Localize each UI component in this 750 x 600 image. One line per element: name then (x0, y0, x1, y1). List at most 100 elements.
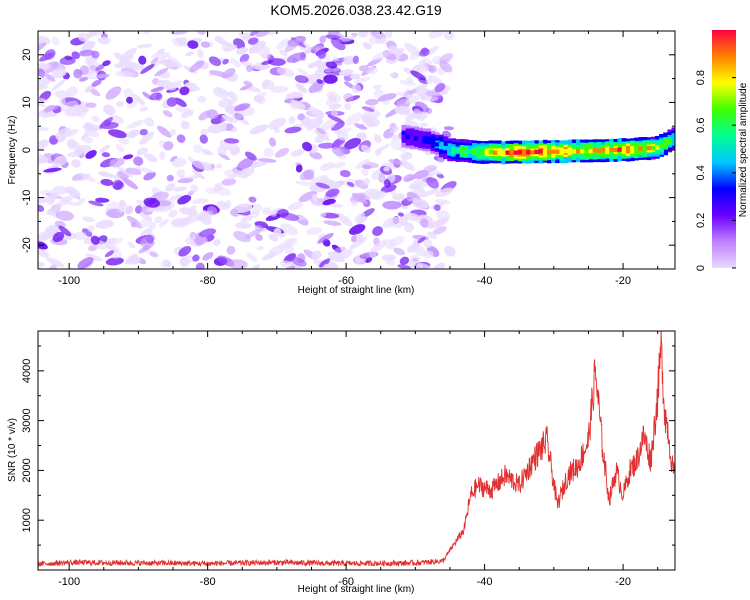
noise-blob (230, 208, 239, 217)
noise-blob (249, 124, 269, 135)
noise-blob (165, 183, 176, 192)
noise-blob (426, 78, 433, 85)
noise-blob (159, 218, 169, 228)
noise-blob (118, 138, 130, 145)
ridge-cell (546, 150, 552, 155)
noise-blob (177, 178, 194, 184)
noise-blob (371, 31, 387, 40)
noise-blob (434, 199, 451, 205)
noise-blob (284, 38, 301, 53)
noise-blob (54, 220, 66, 228)
noise-blob (190, 184, 199, 193)
noise-blob (226, 245, 236, 255)
noise-blob (307, 62, 316, 68)
noise-blob (426, 176, 439, 189)
noise-blob (393, 247, 406, 256)
noise-blob (127, 255, 141, 265)
noise-blob (366, 118, 375, 128)
noise-blob (280, 223, 299, 236)
noise-blob (95, 197, 110, 203)
noise-blob (330, 37, 346, 51)
noise-blob (229, 112, 245, 124)
colorbar-title: Normalized spectral amplitude (738, 82, 749, 217)
noise-blob (146, 234, 154, 244)
noise-blob (87, 225, 95, 233)
noise-blob (227, 91, 237, 99)
noise-blob (351, 192, 368, 205)
noise-blob (135, 205, 143, 214)
noise-blob (81, 133, 89, 140)
noise-blob (166, 174, 174, 182)
noise-blob (420, 218, 429, 228)
noise-blob (287, 91, 304, 99)
colorbar-tick-label: 0.4 (695, 165, 707, 180)
noise-blob (122, 154, 134, 160)
noise-blob (336, 130, 349, 141)
noise-blob (126, 119, 145, 129)
noise-blob (344, 102, 352, 110)
noise-blob (46, 204, 63, 216)
ridge-cell (634, 146, 639, 151)
noise-blob (265, 213, 281, 222)
noise-blob (86, 31, 96, 39)
noise-blob (288, 116, 296, 125)
noise-blob (320, 162, 336, 171)
noise-blob (105, 86, 122, 100)
noise-blob (326, 256, 346, 263)
ridge-cell (480, 150, 486, 155)
noise-blob (361, 106, 375, 112)
noise-blob (418, 48, 430, 57)
colorbar-tick-label: 0.2 (695, 213, 707, 228)
noise-blob (431, 55, 441, 62)
noise-blob (403, 67, 412, 74)
noise-blob (333, 246, 346, 253)
noise-blob (351, 32, 358, 37)
noise-blob (228, 143, 240, 154)
noise-blob (276, 38, 289, 50)
noise-blob (162, 110, 173, 118)
noise-blob (38, 98, 48, 103)
noise-blob (316, 78, 324, 84)
noise-blob (373, 84, 382, 90)
noise-blob (136, 43, 153, 49)
noise-blob (284, 126, 302, 134)
noise-blob (235, 47, 249, 55)
ridge-cell (443, 145, 448, 151)
ridge-cell (517, 150, 523, 155)
noise-blob (156, 48, 166, 56)
noise-blob (263, 147, 274, 158)
noise-blob (256, 246, 264, 251)
noise-blob (439, 61, 453, 73)
ridge-cell (405, 134, 411, 139)
noise-blob (197, 48, 204, 59)
noise-blob (358, 124, 365, 130)
noise-blob (189, 60, 205, 73)
ridge-cell (617, 147, 623, 152)
noise-blob (143, 31, 150, 35)
noise-blob (294, 180, 314, 187)
noise-blob (255, 234, 263, 241)
noise-blob (350, 73, 361, 80)
y-tick-label: 3000 (21, 408, 33, 432)
noise-blob (224, 138, 240, 144)
noise-blob (209, 70, 229, 78)
noise-blob (380, 184, 397, 193)
noise-blob (66, 186, 81, 198)
noise-blob (222, 58, 229, 65)
noise-blob (273, 127, 280, 134)
noise-blob (330, 109, 339, 117)
noise-blob (257, 158, 277, 163)
noise-blob (233, 230, 251, 243)
noise-blob (55, 210, 74, 221)
colorbar-tick-label: 0.8 (695, 70, 707, 85)
noise-blob (245, 228, 263, 239)
noise-blob (168, 209, 178, 219)
noise-blob (391, 193, 406, 201)
noise-blob (105, 244, 117, 253)
noise-blob (329, 203, 344, 208)
noise-blob (284, 237, 298, 249)
noise-blob (319, 258, 331, 268)
noise-blob (191, 198, 209, 204)
noise-blob (236, 157, 254, 171)
noise-blob (353, 76, 371, 84)
